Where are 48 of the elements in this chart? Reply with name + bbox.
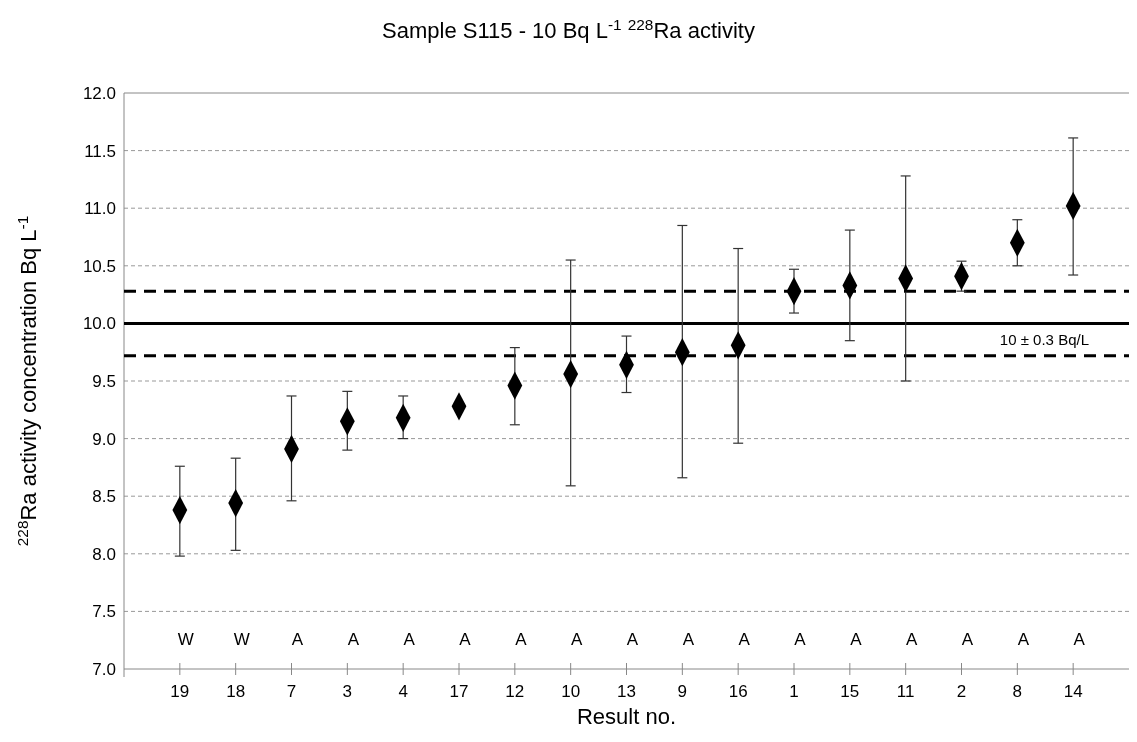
annotation: A [961, 629, 974, 649]
annotation: W [233, 629, 250, 649]
x-tick-label: 19 [170, 682, 190, 701]
annotation: A [403, 629, 416, 649]
annotation: A [850, 629, 863, 649]
x-axis-title: Result no. [576, 704, 677, 729]
y-tick-label: 7.0 [92, 659, 116, 679]
x-tick-label: 13 [617, 682, 636, 701]
x-tick-label: 14 [1063, 682, 1083, 701]
x-tick-label: 7 [286, 682, 297, 701]
y-tick-label: 10.5 [82, 256, 116, 276]
y-tick-label: 9.0 [92, 429, 116, 449]
y-tick-label: 12.0 [82, 83, 116, 103]
annotation: A [515, 629, 528, 649]
chart-title: Sample S115 - 10 Bq L$^{-1}$ $^{228}$Ra activity [382, 15, 755, 43]
ref-line-label: 10 ± 0.3 Bq/L [999, 331, 1089, 349]
annotation: A [738, 629, 751, 649]
x-tick-label: 3 [342, 682, 353, 701]
x-tick-label: 18 [226, 682, 246, 701]
y-tick-label: 11.0 [84, 199, 116, 219]
y-tick-label: 11.5 [84, 141, 116, 161]
x-tick-label: 15 [840, 682, 860, 701]
x-tick-label: 16 [728, 682, 748, 701]
x-tick-label: 4 [398, 682, 408, 701]
y-tick-label: 8.0 [92, 544, 116, 564]
annotation: A [291, 629, 304, 649]
y-tick-label: 7.5 [92, 602, 116, 622]
annotation: A [626, 629, 639, 649]
x-tick-label: 11 [896, 682, 915, 701]
annotation: A [682, 629, 695, 649]
y-tick-label: 10.0 [82, 314, 116, 334]
x-tick-label: 1 [789, 682, 799, 701]
annotation: A [1017, 629, 1030, 649]
y-tick-label: 8.5 [92, 487, 116, 507]
x-tick-label: 8 [1012, 682, 1023, 701]
annotation: A [459, 629, 472, 649]
x-tick-label: 17 [449, 682, 469, 701]
x-tick-label: 9 [677, 682, 688, 701]
annotation: A [347, 629, 360, 649]
annotation: A [905, 629, 918, 649]
y-tick-label: 9.5 [92, 371, 116, 391]
x-tick-label: 12 [505, 682, 525, 701]
annotation: A [570, 629, 583, 649]
annotation: A [794, 629, 807, 649]
x-tick-label: 2 [956, 682, 967, 701]
x-tick-label: 10 [561, 682, 581, 701]
annotation: W [177, 629, 194, 649]
annotation: A [1073, 629, 1086, 649]
